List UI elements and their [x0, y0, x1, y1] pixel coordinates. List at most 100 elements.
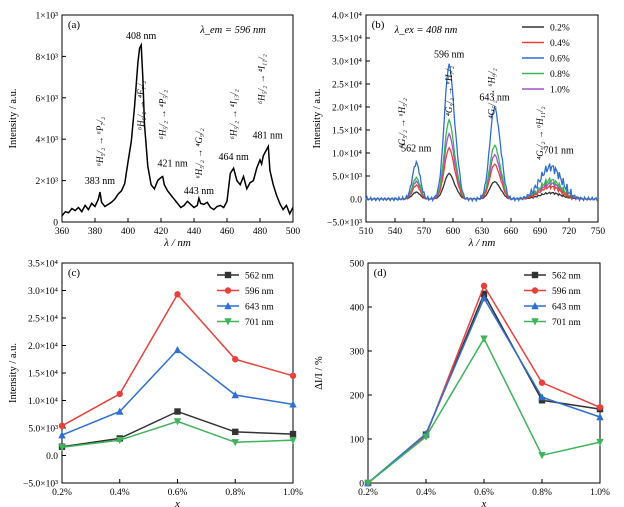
data-point-circle: [531, 287, 539, 294]
y-tick-label: 5.0×10³: [332, 173, 362, 183]
data-point-square: [531, 271, 539, 279]
data-point-triangle-up: [531, 302, 539, 310]
legend-label: 0.2%: [550, 24, 570, 34]
panel-d: (d) ΔI/I / % x 0 100 200 300 400 500 0.2% 0.4% 0.6%…: [314, 260, 610, 507]
data-point-triangle-up: [173, 345, 182, 354]
y-tick-label: 1.0×10⁴: [332, 150, 363, 160]
legend-label: 562 nm: [552, 272, 581, 282]
x-tick-label: 0.8%: [225, 488, 245, 498]
data-point-square: [289, 430, 297, 438]
spectrum-line-0.6%: [365, 63, 599, 203]
data-point-triangle-down: [58, 444, 66, 452]
x-tick-label: 0.6%: [168, 488, 188, 498]
transition-label: ⁶H₅/₂ → ⁴G₉/₂: [194, 128, 204, 178]
y-tick-label: 4.0×10⁴: [332, 12, 363, 22]
data-point-triangle-down: [531, 318, 539, 326]
data-point-triangle-up: [116, 407, 124, 415]
panel-c: (c) Intensity / a.u. x −5.0×10³ 0.0 5.0×10³ 1.…: [8, 260, 303, 507]
data-point-square: [224, 271, 232, 279]
x-tick-label: 510: [359, 227, 374, 237]
y-tick-label: 2.0×10⁴: [332, 104, 363, 114]
y-tick-label: 2.0×10⁴: [28, 342, 59, 352]
y-tick-label: 8×10³: [36, 53, 59, 63]
legend-label: 596 nm: [245, 287, 274, 297]
peak-label: 701 nm: [543, 146, 574, 157]
data-point-triangle-up: [596, 413, 604, 421]
data-point-circle: [224, 287, 232, 294]
y-tick-label: 3.5×10⁴: [28, 260, 59, 270]
transition-label: ⁶H₅/₂ → ⁴I₁₃/₂: [229, 89, 239, 139]
legend-label: 0.6%: [550, 55, 570, 65]
data-point-circle: [480, 282, 488, 290]
legend-label: 643 nm: [552, 303, 581, 313]
data-point-triangle-up: [231, 391, 239, 399]
x-tick-label: 0.8%: [532, 488, 552, 498]
transition-label: ⁶H₅/₂ → ⁴F₇/₂: [136, 81, 146, 130]
x-tick-label: 750: [591, 227, 606, 237]
data-point-triangle-down: [116, 436, 124, 445]
x-tick-label: 1.0%: [590, 488, 610, 498]
data-point-circle: [58, 422, 66, 429]
x-tick-label: 690: [533, 227, 548, 237]
y-tick-label: 100: [350, 436, 365, 446]
x-tick-label: 570: [417, 227, 432, 237]
y-tick-label: 0: [53, 219, 58, 229]
y-tick-label: 400: [350, 304, 365, 314]
data-point-triangle-up: [538, 393, 546, 401]
y-tick-label: 1×10³: [36, 12, 59, 22]
legend-label: 596 nm: [552, 287, 581, 297]
x-axis-label: λ / nm: [163, 237, 191, 249]
x-tick-label: 380: [88, 227, 103, 237]
x-tick-label: 440: [187, 227, 202, 237]
legend-label: 643 nm: [245, 303, 274, 313]
y-tick-label: 3.5×10⁴: [332, 35, 363, 45]
x-tick-label: 600: [446, 227, 461, 237]
transition-label: ⁴G₅/₂ → ⁶H₉/₂: [487, 68, 497, 118]
data-point-square: [174, 408, 181, 415]
data-point-triangle-down: [231, 439, 239, 447]
y-tick-label: 5.0×10³: [28, 425, 58, 435]
y-axis-label: Intensity / a.u.: [8, 88, 19, 148]
peak-label: 443 nm: [184, 186, 215, 197]
x-tick-label: 360: [55, 227, 70, 237]
data-point-circle: [538, 379, 546, 386]
x-tick-label: 0.4%: [416, 488, 436, 498]
y-tick-label: 500: [350, 260, 365, 270]
data-point-circle: [174, 291, 181, 298]
x-tick-label: 420: [154, 227, 169, 237]
x-axis-label: x: [174, 498, 180, 507]
x-tick-label: 0.6%: [474, 488, 494, 498]
peak-label: 421 nm: [158, 158, 189, 169]
y-tick-label: 0: [359, 480, 364, 490]
y-tick-label: 1.5×10⁴: [332, 127, 363, 137]
data-point-triangle-up: [58, 431, 66, 439]
y-tick-label: 200: [350, 392, 365, 402]
y-tick-label: 300: [350, 348, 365, 358]
x-axis-label: x: [481, 498, 487, 507]
spectrum-line: [61, 42, 294, 217]
x-tick-label: 540: [388, 227, 403, 237]
peak-label: 481 nm: [253, 130, 284, 141]
data-point-triangle-down: [480, 335, 488, 343]
peak-label: 408 nm: [126, 31, 157, 42]
legend-label: 701 nm: [552, 318, 581, 328]
y-tick-label: 2.5×10⁴: [28, 315, 59, 325]
y-tick-label: 4×10³: [36, 136, 59, 146]
series-line-596 nm: [61, 293, 294, 427]
data-point-circle: [116, 390, 123, 398]
y-tick-label: 1.5×10⁴: [28, 370, 59, 380]
panel-label: (c): [68, 267, 81, 279]
data-point-triangle-up: [289, 400, 297, 408]
data-point-triangle-up: [224, 302, 232, 310]
data-point-circle: [289, 372, 297, 379]
x-axis-label: λ / nm: [468, 237, 496, 249]
y-tick-label: −5.0×10³: [327, 219, 362, 229]
excitation-annotation: λ_em = 596 nm: [199, 25, 266, 36]
data-point-triangle-down: [224, 318, 232, 326]
transition-label: ⁴G₅/₂ → ⁶H₅/₂: [397, 98, 407, 148]
y-tick-label: 2.5×10⁴: [332, 81, 363, 91]
x-tick-label: 480: [253, 227, 268, 237]
data-point-square: [232, 428, 239, 436]
peak-label: 464 nm: [218, 152, 249, 163]
